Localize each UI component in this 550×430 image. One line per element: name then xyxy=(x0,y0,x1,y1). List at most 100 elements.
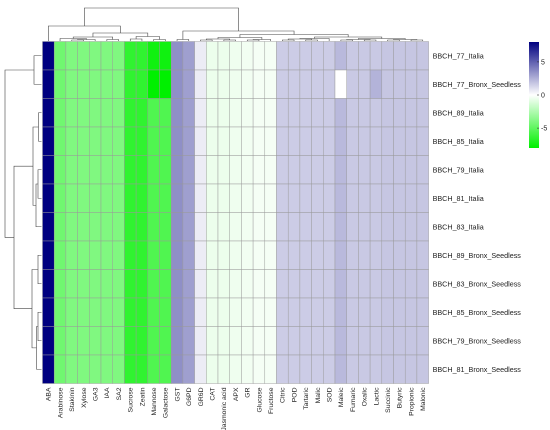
heatmap-cell xyxy=(393,155,406,185)
column-label: Malonic xyxy=(420,387,427,411)
heatmap-cell xyxy=(311,269,324,299)
heatmap-cell xyxy=(229,126,242,156)
heatmap-cell xyxy=(264,212,277,242)
heatmap-cell xyxy=(182,41,195,71)
heatmap-cell xyxy=(206,155,219,185)
heatmap-cell xyxy=(194,98,207,128)
heatmap-cell xyxy=(42,41,55,71)
heatmap-cell xyxy=(299,326,312,356)
heatmap-cell xyxy=(77,354,90,384)
heatmap-cell xyxy=(393,212,406,242)
heatmap-cell xyxy=(287,269,301,299)
heatmap-cell xyxy=(53,126,67,156)
heatmap-cell xyxy=(65,354,78,384)
dendrogram-branch xyxy=(305,39,318,41)
column-label: CAT xyxy=(209,388,216,401)
heatmap-cell xyxy=(311,183,324,213)
heatmap-cell xyxy=(170,126,184,156)
heatmap-cell xyxy=(135,155,149,185)
heatmap-cell xyxy=(100,240,113,270)
heatmap-cell xyxy=(77,212,90,242)
heatmap-cell xyxy=(194,126,207,156)
heatmap-cell xyxy=(252,269,266,299)
heatmap-cell xyxy=(381,269,394,299)
heatmap-cell xyxy=(404,98,418,128)
heatmap-cell xyxy=(182,155,195,185)
heatmap-cell xyxy=(42,240,55,270)
heatmap-cell xyxy=(217,155,230,185)
heatmap-cell xyxy=(369,155,383,185)
heatmap-cell xyxy=(53,240,67,270)
heatmap-cell xyxy=(112,269,125,299)
heatmap-cell xyxy=(287,240,301,270)
heatmap-cell xyxy=(346,183,359,213)
heatmap-cell xyxy=(182,183,195,213)
heatmap-cell xyxy=(311,354,324,384)
legend-ticks: 5 0 -5 xyxy=(537,59,547,133)
heatmap-cell xyxy=(416,354,429,384)
heatmap-cell xyxy=(135,41,149,71)
heatmap-cell xyxy=(299,297,312,327)
heatmap-cell xyxy=(416,326,429,356)
heatmap-cell xyxy=(416,126,429,156)
heatmap-cell xyxy=(147,240,160,270)
heatmap-cell xyxy=(381,297,394,327)
heatmap-cell xyxy=(53,41,67,71)
heatmap-cell xyxy=(135,326,149,356)
column-label: Fumaric xyxy=(350,387,357,412)
heatmap-cell xyxy=(334,98,347,128)
heatmap-cell xyxy=(416,41,429,71)
heatmap-cell xyxy=(404,69,418,99)
heatmap-cell xyxy=(100,212,113,242)
heatmap-cell xyxy=(404,155,418,185)
heatmap-cell xyxy=(194,69,207,99)
heatmap-cell xyxy=(358,69,371,99)
heatmap-cell xyxy=(299,212,312,242)
heatmap-cell xyxy=(194,183,207,213)
heatmap-cell xyxy=(53,326,67,356)
heatmap-cell xyxy=(381,69,394,99)
column-label: IAA xyxy=(104,387,111,398)
heatmap-cell xyxy=(100,354,113,384)
heatmap-cell xyxy=(206,240,219,270)
heatmap-cell xyxy=(194,240,207,270)
heatmap-cell xyxy=(369,354,383,384)
heatmap-cell xyxy=(65,126,78,156)
heatmap-cell xyxy=(381,126,394,156)
heatmap-cell xyxy=(358,297,371,327)
heatmap-cell xyxy=(206,126,219,156)
heatmap-cell xyxy=(276,126,289,156)
heatmap-cell xyxy=(217,98,230,128)
heatmap-cell xyxy=(229,326,242,356)
heatmap-cell xyxy=(170,41,184,71)
heatmap-cell xyxy=(264,155,277,185)
column-label: GR xyxy=(245,387,252,397)
column-label: Malic xyxy=(315,387,322,403)
heatmap-cell xyxy=(416,183,429,213)
heatmap-cell xyxy=(264,69,277,99)
column-dendrogram xyxy=(48,7,424,41)
heatmap-cell xyxy=(229,98,242,128)
heatmap-cell xyxy=(112,326,125,356)
heatmap-cell xyxy=(89,240,102,270)
dendrogram-branch xyxy=(182,30,295,40)
heatmap-cell xyxy=(135,297,149,327)
heatmap-cell xyxy=(89,183,102,213)
heatmap-cell xyxy=(416,212,429,242)
column-label: Arabinose xyxy=(57,387,64,418)
heatmap-cell xyxy=(381,41,394,71)
heatmap-cell xyxy=(276,240,289,270)
heatmap-cell xyxy=(65,69,78,99)
heatmap-cell xyxy=(323,41,336,71)
heatmap-cell xyxy=(276,41,289,71)
heatmap-cell xyxy=(77,155,90,185)
heatmap-cell xyxy=(264,326,277,356)
heatmap-cell xyxy=(206,69,219,99)
heatmap-cell xyxy=(381,183,394,213)
heatmap-cell xyxy=(311,41,324,71)
heatmap-cell xyxy=(334,69,347,99)
heatmap-cell xyxy=(334,183,347,213)
heatmap-cell xyxy=(65,212,78,242)
column-label: ABA xyxy=(46,387,53,401)
heatmap-cell xyxy=(334,269,347,299)
